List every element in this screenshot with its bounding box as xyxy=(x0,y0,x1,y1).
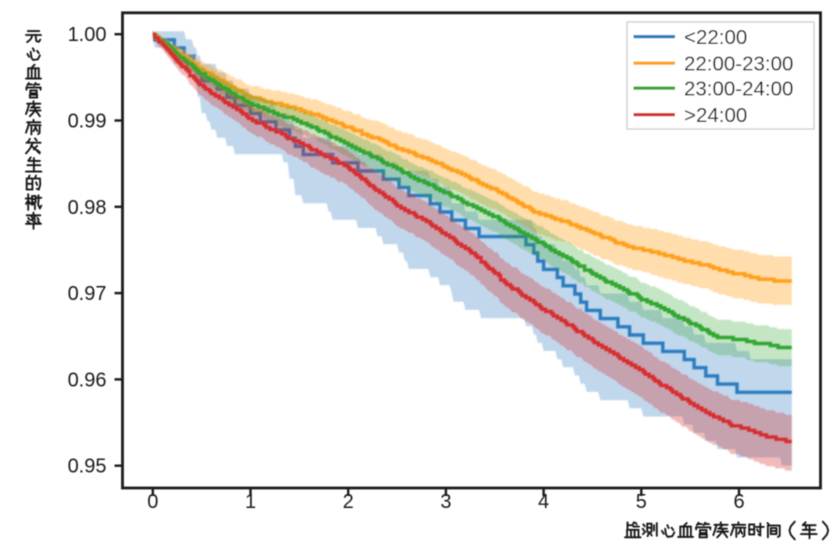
svg-text:4: 4 xyxy=(538,491,549,513)
svg-text:23:00-24:00: 23:00-24:00 xyxy=(684,77,793,100)
svg-text:3: 3 xyxy=(440,491,451,513)
svg-text:>24:00: >24:00 xyxy=(684,104,747,127)
svg-text:0.96: 0.96 xyxy=(68,369,107,391)
svg-text:1: 1 xyxy=(245,491,256,513)
svg-text:0.95: 0.95 xyxy=(68,456,107,478)
svg-text:0.97: 0.97 xyxy=(68,283,107,305)
svg-text:0: 0 xyxy=(147,491,158,513)
svg-text:5: 5 xyxy=(636,491,647,513)
svg-text:1.00: 1.00 xyxy=(68,24,107,46)
svg-text:0.98: 0.98 xyxy=(68,197,107,219)
svg-text:6: 6 xyxy=(733,491,744,513)
svg-text:2: 2 xyxy=(343,491,354,513)
svg-text:<22:00: <22:00 xyxy=(684,26,747,49)
svg-text:22:00-23:00: 22:00-23:00 xyxy=(684,52,793,75)
svg-text:0.99: 0.99 xyxy=(68,111,107,133)
